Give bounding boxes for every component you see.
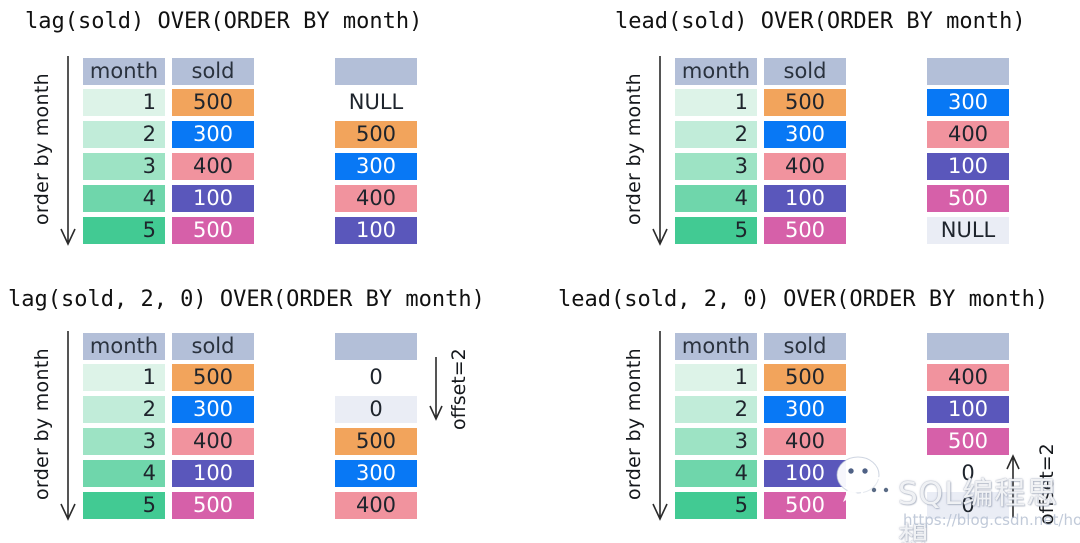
sold-cell: 100 — [172, 460, 254, 487]
sold-cell: 500 — [764, 492, 846, 519]
order-axis-label: order by month — [623, 348, 645, 500]
month-cell: 1 — [83, 364, 165, 391]
panel-lead-offset: lead(sold, 2, 0) OVER(ORDER BY month) or… — [558, 275, 1080, 543]
result-cell: 500 — [335, 428, 417, 455]
result-cell: 300 — [335, 460, 417, 487]
order-down-arrow-icon — [60, 56, 76, 246]
sold-cell: 500 — [172, 364, 254, 391]
order-down-arrow-icon — [652, 56, 668, 246]
sold-column-header: sold — [764, 333, 846, 360]
month-cell: 1 — [675, 364, 757, 391]
panel-title: lag(sold) OVER(ORDER BY month) — [25, 9, 423, 34]
panel-title: lag(sold, 2, 0) OVER(ORDER BY month) — [8, 287, 485, 312]
panel-title: lead(sold, 2, 0) OVER(ORDER BY month) — [558, 287, 1049, 312]
month-cell: 4 — [83, 185, 165, 212]
sold-column-header: sold — [764, 58, 846, 85]
offset-up-arrow-icon — [1006, 454, 1020, 518]
panel-lead: lead(sold) OVER(ORDER BY month) order by… — [592, 0, 1080, 268]
result-column-header — [335, 333, 417, 360]
result-cell: 400 — [927, 121, 1009, 148]
month-column-header: month — [83, 58, 165, 85]
panel-title: lead(sold) OVER(ORDER BY month) — [615, 9, 1026, 34]
result-cell: 300 — [335, 153, 417, 180]
sold-cell: 400 — [764, 428, 846, 455]
month-cell: 4 — [83, 460, 165, 487]
result-cell: 0 — [335, 364, 417, 391]
sold-cell: 300 — [764, 121, 846, 148]
sold-cell: 500 — [172, 492, 254, 519]
result-cell: 400 — [335, 185, 417, 212]
result-cell: 400 — [335, 492, 417, 519]
result-cell: 500 — [927, 428, 1009, 455]
offset-label: offset=2 — [448, 348, 470, 430]
sold-cell: 500 — [764, 217, 846, 244]
panel-lag-offset: lag(sold, 2, 0) OVER(ORDER BY month) ord… — [0, 275, 540, 543]
result-column-header — [927, 333, 1009, 360]
result-cell: 500 — [335, 121, 417, 148]
result-column-header — [335, 58, 417, 85]
month-cell: 2 — [675, 396, 757, 423]
sold-cell: 100 — [764, 460, 846, 487]
order-axis-label: order by month — [623, 73, 645, 225]
result-cell: 500 — [927, 185, 1009, 212]
month-cell: 5 — [83, 492, 165, 519]
sold-cell: 500 — [172, 217, 254, 244]
result-cell: 0 — [927, 460, 1009, 487]
month-cell: 4 — [675, 185, 757, 212]
result-cell: NULL — [927, 217, 1009, 244]
sold-cell: 300 — [172, 396, 254, 423]
month-cell: 1 — [675, 89, 757, 116]
month-column-header: month — [675, 333, 757, 360]
watermark-url: https://blog.csdn.net/horses — [903, 511, 1080, 529]
sold-cell: 500 — [172, 89, 254, 116]
sold-cell: 100 — [172, 185, 254, 212]
result-cell: 0 — [335, 396, 417, 423]
result-cell: 400 — [927, 364, 1009, 391]
offset-down-arrow-icon — [429, 357, 443, 421]
month-cell: 2 — [83, 121, 165, 148]
sold-column-header: sold — [172, 333, 254, 360]
result-cell: 300 — [927, 89, 1009, 116]
sold-cell: 400 — [172, 428, 254, 455]
sold-cell: 300 — [764, 396, 846, 423]
month-cell: 3 — [675, 428, 757, 455]
sold-cell: 300 — [172, 121, 254, 148]
month-cell: 3 — [83, 428, 165, 455]
result-cell: 100 — [927, 153, 1009, 180]
month-cell: 4 — [675, 460, 757, 487]
order-axis-label: order by month — [31, 348, 53, 500]
month-column-header: month — [675, 58, 757, 85]
month-cell: 5 — [675, 492, 757, 519]
month-cell: 1 — [83, 89, 165, 116]
result-cell: 100 — [335, 217, 417, 244]
sold-cell: 400 — [172, 153, 254, 180]
sold-cell: 500 — [764, 89, 846, 116]
order-down-arrow-icon — [652, 331, 668, 521]
result-column-header — [927, 58, 1009, 85]
order-down-arrow-icon — [60, 331, 76, 521]
sold-cell: 500 — [764, 364, 846, 391]
order-axis-label: order by month — [31, 73, 53, 225]
month-cell: 5 — [83, 217, 165, 244]
month-column-header: month — [83, 333, 165, 360]
sold-cell: 100 — [764, 185, 846, 212]
result-cell: 100 — [927, 396, 1009, 423]
sold-cell: 400 — [764, 153, 846, 180]
result-cell: NULL — [335, 89, 417, 116]
sold-column-header: sold — [172, 58, 254, 85]
month-cell: 2 — [83, 396, 165, 423]
panel-lag: lag(sold) OVER(ORDER BY month) order by … — [0, 0, 540, 268]
month-cell: 2 — [675, 121, 757, 148]
month-cell: 3 — [83, 153, 165, 180]
month-cell: 3 — [675, 153, 757, 180]
result-cell: 0 — [927, 492, 1009, 519]
month-cell: 5 — [675, 217, 757, 244]
